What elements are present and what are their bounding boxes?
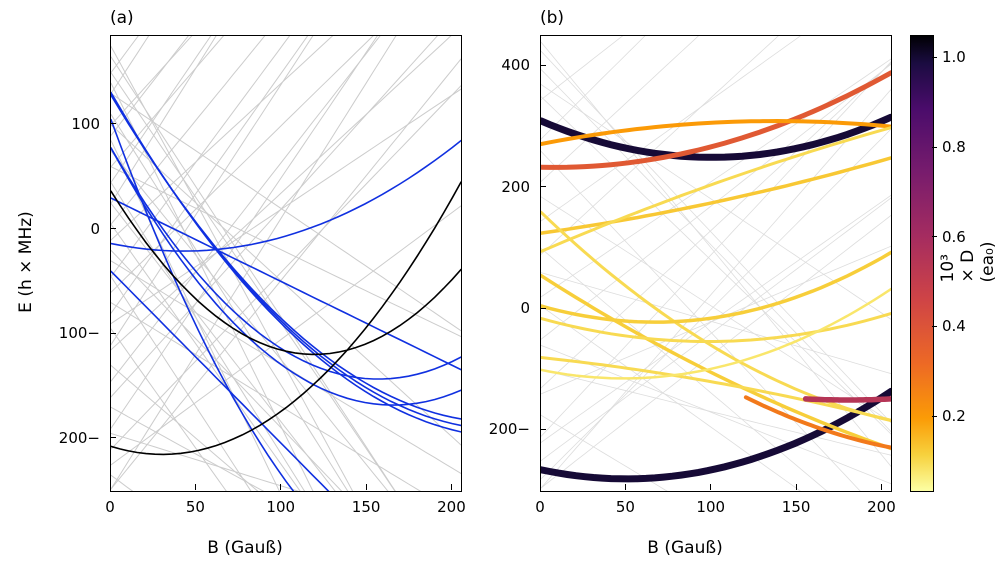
colorbar-label: 10³ × D (ea₀) xyxy=(938,242,998,283)
xtick-label: 150 xyxy=(352,498,381,516)
colorbar-tick-label: 0.2 xyxy=(942,407,966,425)
panel-a-xlabel: B (Gauß) xyxy=(207,538,282,558)
panel-a-plot xyxy=(111,36,461,491)
y-axis-label: E (h × MHz) xyxy=(16,211,36,313)
xtick-label: 150 xyxy=(782,498,811,516)
xtick-label: 200 xyxy=(867,498,896,516)
colorbar-tick-label: 0.4 xyxy=(942,317,966,335)
xtick-label: 50 xyxy=(186,498,205,516)
xtick-label: 0 xyxy=(535,498,545,516)
panel-b-title: (b) xyxy=(540,8,564,28)
figure-root: (a) (b) E (h × MHz) B (Gauß) B (Gauß) 10… xyxy=(0,0,1004,572)
xtick-label: 100 xyxy=(696,498,725,516)
panel-b xyxy=(540,35,892,492)
xtick-label: 0 xyxy=(105,498,115,516)
colorbar-tick-label: 1.0 xyxy=(942,48,966,66)
colorbar-tick-label: 0.6 xyxy=(942,228,966,246)
colorbar xyxy=(910,35,934,492)
panel-b-plot xyxy=(541,36,891,491)
panel-b-xlabel: B (Gauß) xyxy=(647,538,722,558)
xtick-label: 200 xyxy=(437,498,466,516)
xtick-label: 50 xyxy=(616,498,635,516)
panel-a xyxy=(110,35,462,492)
panel-a-title: (a) xyxy=(110,8,134,28)
colorbar-tick-label: 0.8 xyxy=(942,138,966,156)
xtick-label: 100 xyxy=(266,498,295,516)
